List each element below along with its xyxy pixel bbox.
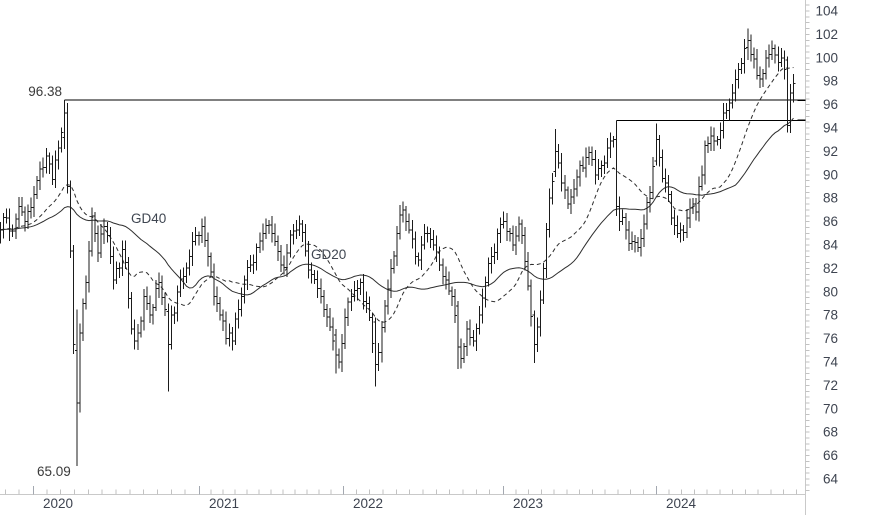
y-tick-label: 98: [823, 74, 838, 89]
y-tick-label: 74: [823, 355, 839, 370]
y-tick-label: 84: [823, 238, 839, 253]
gd20-line: [0, 67, 794, 323]
y-tick-label: 68: [823, 425, 838, 440]
y-tick-label: 64: [823, 472, 839, 487]
y-tick-label: 72: [823, 378, 838, 393]
year-label: 2020: [43, 496, 73, 511]
high-level-label: 96.38: [28, 84, 62, 99]
y-tick-label: 76: [823, 331, 838, 346]
low-marker-label: 65.09: [37, 464, 71, 479]
y-tick-label: 94: [823, 121, 839, 136]
y-tick-label: 100: [815, 50, 838, 65]
y-tick-label: 82: [823, 261, 838, 276]
y-tick-label: 80: [823, 284, 838, 299]
year-label: 2024: [666, 496, 697, 511]
y-tick-label: 70: [823, 401, 838, 416]
y-tick-label: 102: [815, 27, 838, 42]
year-label: 2023: [513, 496, 543, 511]
y-tick-label: 78: [823, 308, 838, 323]
y-tick-label: 90: [823, 167, 838, 182]
gd20-label: GD20: [311, 247, 347, 262]
year-label: 2021: [209, 496, 239, 511]
y-tick-label: 88: [823, 191, 838, 206]
y-tick-label: 66: [823, 448, 838, 463]
gd40-label: GD40: [131, 211, 167, 226]
y-tick-label: 86: [823, 214, 838, 229]
y-tick-label: 92: [823, 144, 838, 159]
ohlc-bars: [0, 28, 796, 467]
gd40-line: [0, 117, 794, 296]
y-tick-label: 96: [823, 97, 838, 112]
y-tick-label: 104: [815, 4, 838, 19]
year-label: 2022: [353, 496, 383, 511]
